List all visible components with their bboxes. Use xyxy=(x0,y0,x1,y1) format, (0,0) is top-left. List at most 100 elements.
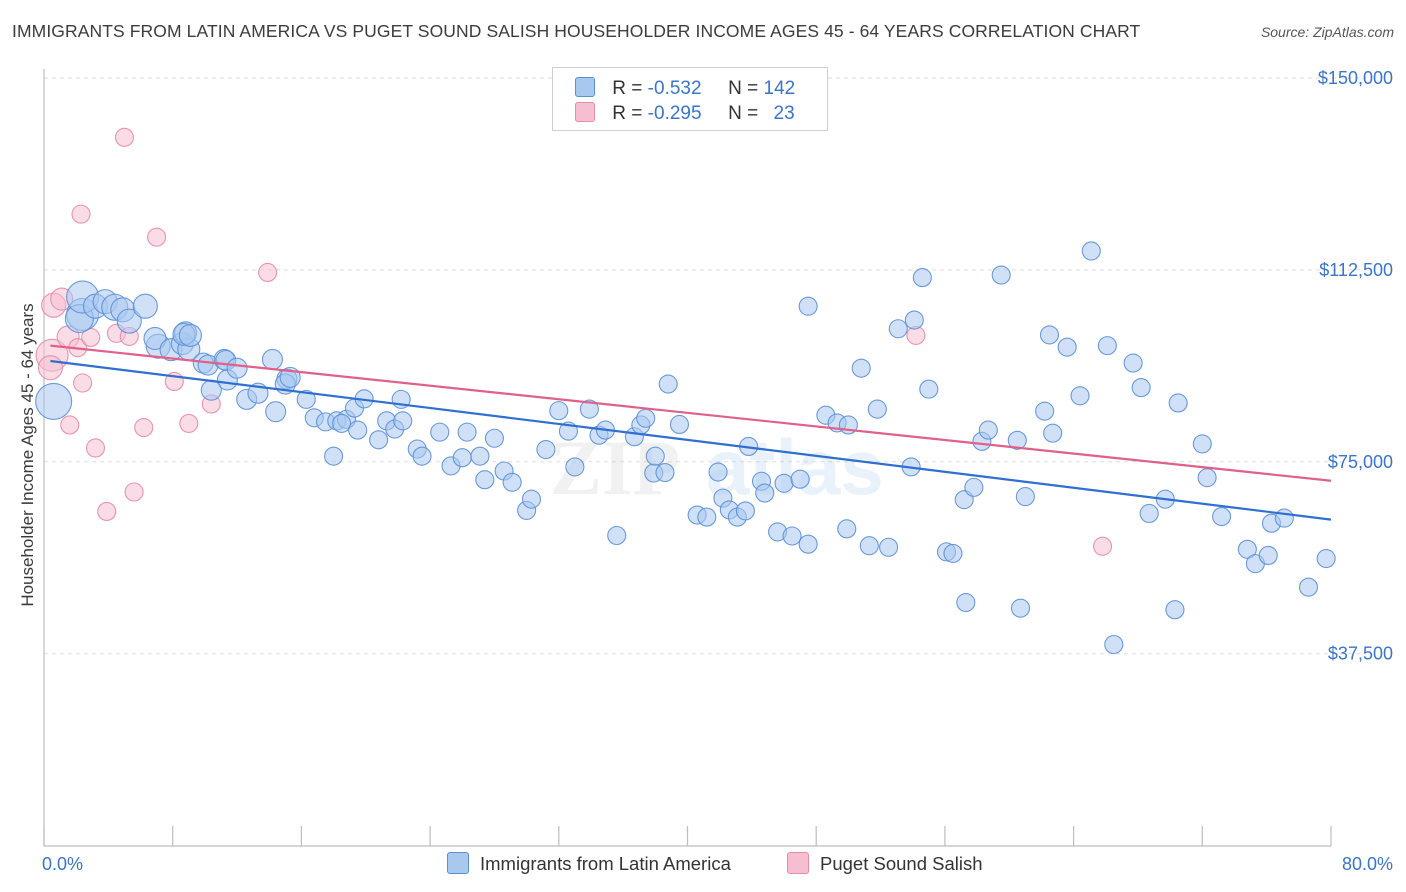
blue-point-111 xyxy=(978,420,998,440)
pink-point-8 xyxy=(73,373,93,393)
pink-point-23 xyxy=(1093,536,1113,556)
pink-point-16 xyxy=(134,417,154,438)
blue-point-125 xyxy=(1131,378,1151,398)
blue-point-38 xyxy=(332,413,352,433)
source-credit: Source: ZipAtlas.com xyxy=(1260,24,1394,40)
y-tick-label-3: $150,000 xyxy=(1318,68,1393,88)
blue-point-122 xyxy=(1097,336,1117,356)
blue-point-73 xyxy=(655,462,675,483)
pink-point-13 xyxy=(114,127,134,147)
legend-n-value-pink: 23 xyxy=(773,103,795,124)
blue-point-59 xyxy=(521,489,542,509)
blue-point-27 xyxy=(261,348,283,371)
blue-point-98 xyxy=(867,399,887,419)
blue-point-40 xyxy=(348,420,368,440)
blue-point-42 xyxy=(369,430,389,450)
correlation-legend: R = -0.532 N = 142 R = -0.295 N = 23 xyxy=(552,67,828,131)
blue-point-104 xyxy=(919,379,939,399)
bottom-legend-pink: Puget Sound Salish xyxy=(787,852,983,875)
blue-point-78 xyxy=(708,462,728,482)
pink-point-5 xyxy=(60,415,80,435)
blue-point-109 xyxy=(964,477,984,497)
bottom-legend-swatch-pink xyxy=(787,852,809,874)
watermark: ZIP atlas xyxy=(550,423,884,511)
legend-swatch-blue xyxy=(575,77,595,97)
blue-point-46 xyxy=(393,411,413,431)
blue-point-97 xyxy=(859,536,879,556)
blue-point-100 xyxy=(888,319,908,339)
blue-point-87 xyxy=(774,473,794,493)
x-tick-label-1: 80.0% xyxy=(1342,854,1393,874)
blue-point-106 xyxy=(943,543,963,563)
trend-line-blue xyxy=(50,359,1332,521)
blue-point-53 xyxy=(470,446,490,466)
blue-point-8 xyxy=(116,308,142,334)
pink-point-21 xyxy=(258,262,278,283)
trend-line-pink xyxy=(50,344,1332,482)
blue-point-54 xyxy=(475,470,495,490)
legend-n-label: N = xyxy=(728,103,759,124)
pink-point-7 xyxy=(71,204,91,224)
blue-point-75 xyxy=(669,414,690,434)
pink-point-19 xyxy=(179,413,199,433)
y-axis-label: Householder Income Ages 45 - 64 years xyxy=(18,303,37,606)
blue-point-17 xyxy=(178,323,202,347)
blue-point-64 xyxy=(579,399,599,419)
legend-row-blue: R = -0.532 N = 142 xyxy=(575,77,795,101)
blue-point-119 xyxy=(1057,337,1077,357)
blue-point-113 xyxy=(1007,430,1027,450)
watermark-atlas: atlas xyxy=(706,423,884,511)
blue-point-132 xyxy=(1212,507,1232,527)
pink-point-15 xyxy=(124,482,144,502)
blue-point-129 xyxy=(1168,393,1188,413)
axes xyxy=(43,69,1332,847)
blue-point-48 xyxy=(412,446,432,466)
blue-point-115 xyxy=(1015,487,1035,507)
blue-point-63 xyxy=(565,457,585,477)
blue-point-128 xyxy=(1165,600,1185,620)
blue-point-114 xyxy=(1010,598,1031,618)
blue-point-11 xyxy=(143,326,167,351)
blue-point-35 xyxy=(324,446,344,466)
blue-point-24 xyxy=(226,357,248,379)
blue-point-102 xyxy=(904,310,924,330)
blue-point-131 xyxy=(1197,468,1217,488)
blue-point-139 xyxy=(1316,548,1336,569)
blue-point-88 xyxy=(782,526,802,546)
blue-point-23 xyxy=(200,379,222,401)
blue-point-55 xyxy=(484,428,505,448)
blue-point-0 xyxy=(35,382,73,420)
blue-point-123 xyxy=(1104,634,1124,655)
blue-point-49 xyxy=(430,422,450,442)
blue-point-60 xyxy=(536,439,556,460)
blue-point-118 xyxy=(1043,423,1063,443)
blue-point-121 xyxy=(1081,241,1101,261)
y-tick-label-0: $37,500 xyxy=(1328,644,1393,664)
blue-point-108 xyxy=(956,592,976,613)
blue-point-130 xyxy=(1192,434,1212,454)
pink-point-1 xyxy=(37,355,63,381)
blue-point-77 xyxy=(697,507,717,527)
blue-point-51 xyxy=(452,448,472,468)
blue-point-52 xyxy=(457,422,477,442)
x-tick-label-0: 0.0% xyxy=(42,854,83,874)
bottom-legend-label-blue: Immigrants from Latin America xyxy=(480,853,731,874)
tick-labels: $37,500 $75,000 $112,500 $150,000 0.0% 80.0% xyxy=(42,68,1393,874)
blue-point-103 xyxy=(912,268,932,288)
blue-point-124 xyxy=(1123,353,1143,373)
blue-point-117 xyxy=(1039,325,1060,345)
legend-r-label: R = xyxy=(612,103,643,124)
bottom-legend-blue: Immigrants from Latin America xyxy=(447,852,731,875)
y-tick-label-1: $75,000 xyxy=(1328,452,1393,472)
blue-point-85 xyxy=(755,483,775,503)
blue-point-89 xyxy=(790,469,810,489)
pink-point-17 xyxy=(147,227,167,247)
blue-point-99 xyxy=(879,537,899,557)
bottom-legend-swatch-blue xyxy=(447,852,469,874)
pink-point-11 xyxy=(97,501,117,521)
y-tick-label-2: $112,500 xyxy=(1319,260,1393,280)
blue-point-96 xyxy=(851,358,871,378)
blue-point-67 xyxy=(607,525,627,546)
blue-point-32 xyxy=(296,389,316,409)
